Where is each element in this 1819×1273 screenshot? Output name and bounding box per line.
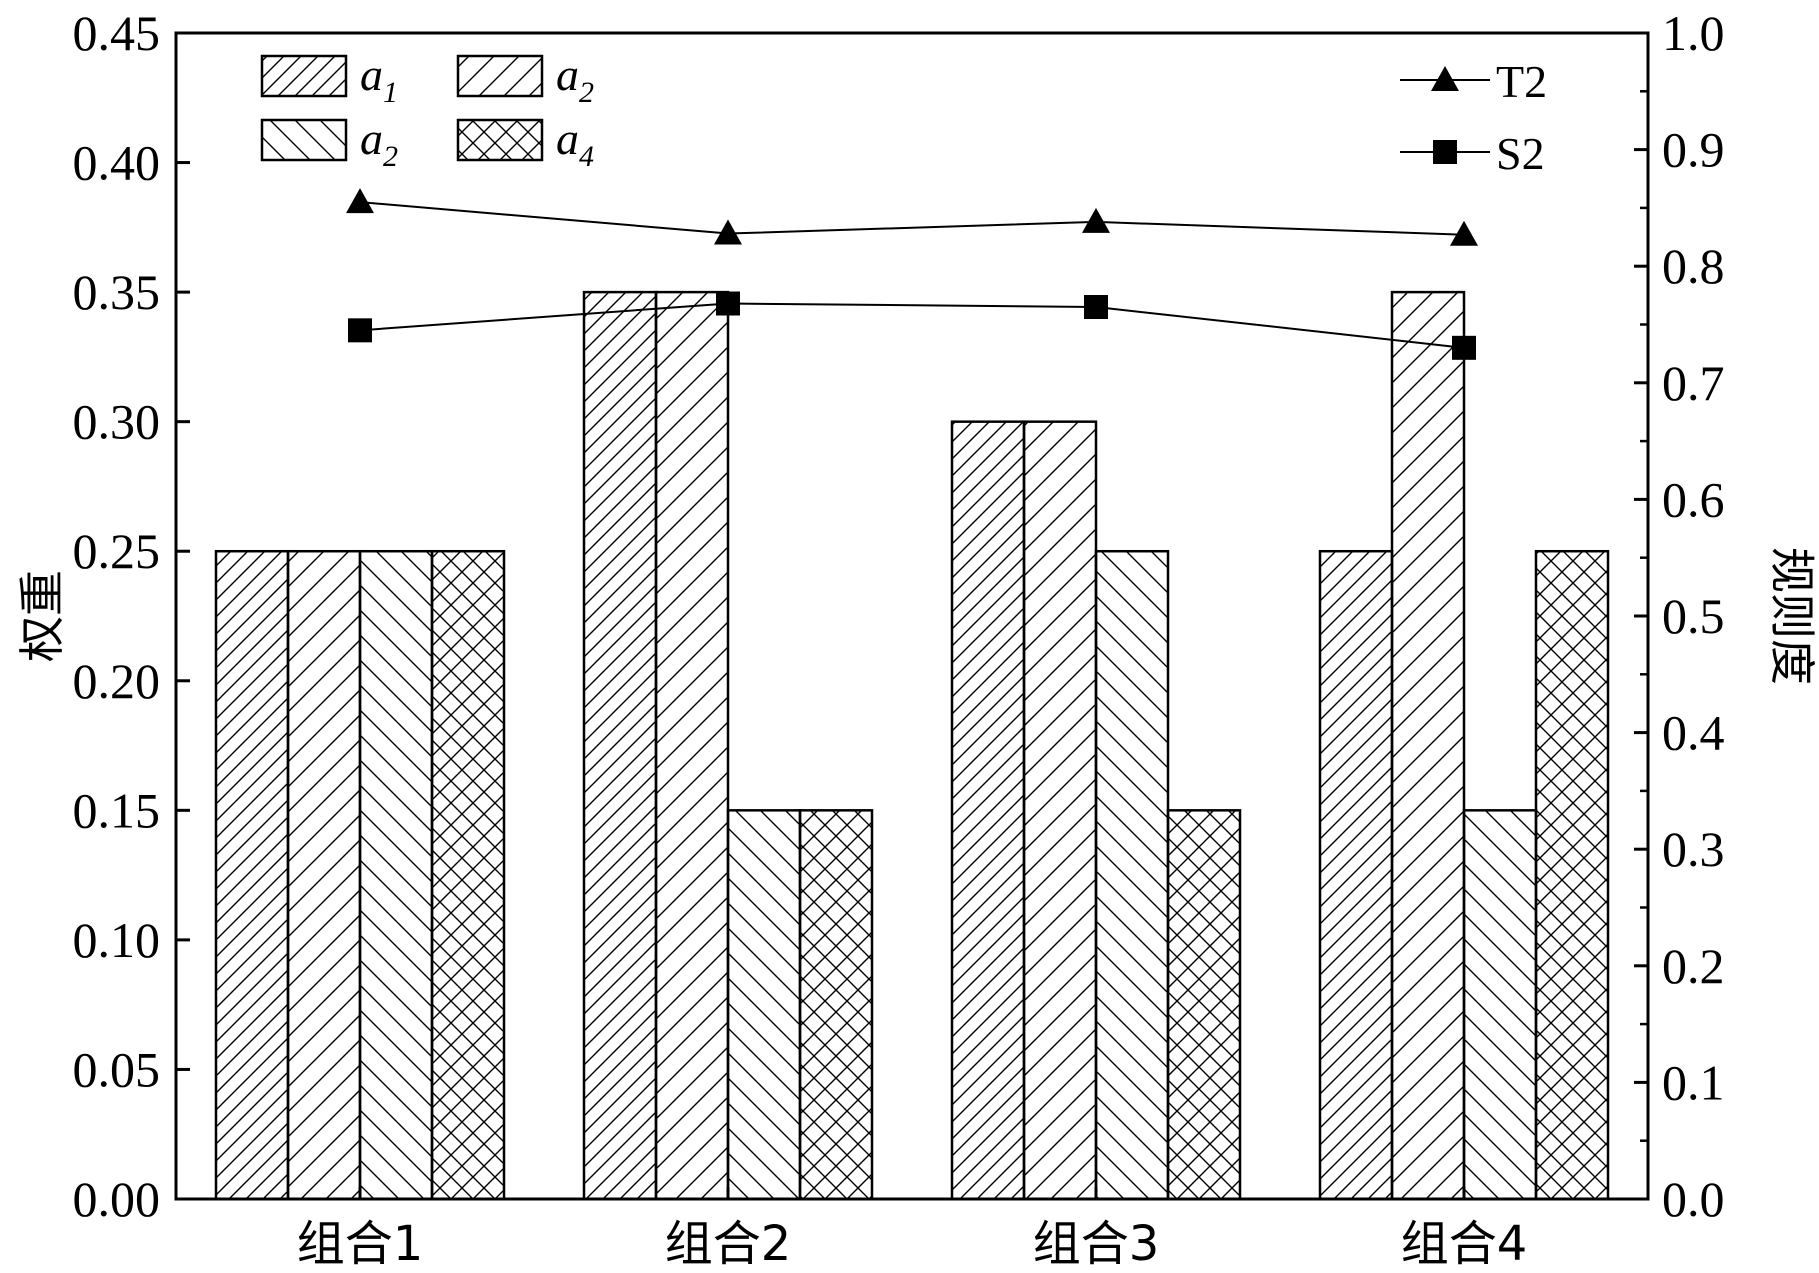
left-axis: 0.00 0.05 0.10 0.15 0.20 0.25 0.30 0.35 0.40 0.45 bbox=[73, 5, 190, 1227]
legend-label-S2: S2 bbox=[1496, 128, 1545, 179]
left-tick-label: 0.40 bbox=[73, 135, 161, 191]
bar-a1-4 bbox=[1318, 549, 1394, 1201]
legend-label-a2: a2 bbox=[360, 113, 398, 173]
legend-swatch-a1 bbox=[260, 54, 348, 98]
bar-a2-4 bbox=[1390, 290, 1466, 1201]
bar-a4-1 bbox=[430, 549, 506, 1201]
legend-label-a1: a1 bbox=[360, 49, 398, 109]
x-axis: 组合1 组合2 组合3 组合4 bbox=[297, 1187, 1528, 1272]
bar-a1-1 bbox=[214, 549, 290, 1201]
right-tick-label: 0.1 bbox=[1662, 1054, 1725, 1110]
right-tick-label: 0.0 bbox=[1662, 1171, 1725, 1227]
right-tick-label: 0.3 bbox=[1662, 821, 1725, 877]
right-axis: 0.0 0.1 0.2 0.3 0.4 0.5 0.6 0.7 0.8 0.9 1.0 bbox=[1634, 5, 1725, 1227]
right-tick-label: 0.7 bbox=[1662, 355, 1725, 411]
bar-a2-2 bbox=[654, 290, 730, 1201]
right-tick-label: 0.2 bbox=[1662, 938, 1725, 994]
left-tick-label: 0.00 bbox=[73, 1171, 161, 1227]
marker-T2-1 bbox=[346, 188, 374, 214]
bar-a4-3 bbox=[1166, 809, 1242, 1201]
bar-a4-4 bbox=[1534, 549, 1610, 1201]
legend-swatch-a2 bbox=[260, 118, 348, 162]
left-tick-label: 0.15 bbox=[73, 782, 161, 838]
left-tick-label: 0.05 bbox=[73, 1041, 161, 1097]
bar-a2-3 bbox=[1022, 420, 1098, 1201]
right-tick-label: 0.6 bbox=[1662, 471, 1725, 527]
right-tick-label: 0.8 bbox=[1662, 238, 1725, 294]
marker-S2-1 bbox=[348, 318, 372, 343]
left-tick-label: 0.25 bbox=[73, 523, 161, 579]
legend-label-a2: a2 bbox=[556, 49, 594, 109]
x-tick-label: 组合2 bbox=[665, 1216, 792, 1272]
marker-T2-2 bbox=[714, 219, 742, 245]
bar-a2-1 bbox=[358, 549, 434, 1201]
line-T2 bbox=[359, 201, 1465, 236]
x-tick-label: 组合4 bbox=[1401, 1216, 1528, 1272]
bar-group bbox=[214, 290, 1610, 1201]
bar-a2-4 bbox=[1462, 809, 1538, 1201]
legend-subscript: 1 bbox=[383, 76, 398, 109]
bar-a4-2 bbox=[798, 809, 874, 1201]
bar-a2-3 bbox=[1094, 549, 1170, 1201]
marker-T2-3 bbox=[1082, 207, 1110, 233]
right-tick-label: 1.0 bbox=[1662, 5, 1725, 61]
x-tick-label: 组合1 bbox=[297, 1216, 424, 1272]
bar-a2-1 bbox=[286, 549, 362, 1201]
bar-a1-3 bbox=[950, 420, 1026, 1201]
legend-marker-T2 bbox=[1431, 66, 1459, 91]
y-axis-right-title: 规则度 bbox=[1765, 547, 1819, 685]
legend-marker-S2 bbox=[1433, 140, 1457, 164]
legend-subscript: 4 bbox=[579, 140, 594, 173]
legend-swatch-a4 bbox=[456, 118, 544, 162]
left-tick-label: 0.30 bbox=[73, 394, 161, 450]
marker-T2-4 bbox=[1450, 220, 1478, 246]
left-tick-label: 0.45 bbox=[73, 5, 161, 61]
marker-S2-3 bbox=[1084, 295, 1108, 320]
line-S2 bbox=[359, 302, 1465, 349]
y-axis-title: 权重 bbox=[15, 570, 69, 662]
legend-swatch-a2 bbox=[456, 54, 544, 98]
right-tick-label: 0.9 bbox=[1662, 122, 1725, 178]
right-tick-label: 0.5 bbox=[1662, 588, 1725, 644]
left-tick-label: 0.35 bbox=[73, 264, 161, 320]
bar-a1-2 bbox=[582, 290, 658, 1201]
right-tick-label: 0.4 bbox=[1662, 705, 1725, 761]
legend-label-a4: a4 bbox=[556, 113, 594, 173]
bar-a2-2 bbox=[726, 809, 802, 1201]
legend-subscript: 2 bbox=[383, 140, 398, 173]
line-group bbox=[346, 188, 1478, 360]
marker-S2-4 bbox=[1452, 335, 1476, 360]
left-tick-label: 0.10 bbox=[73, 912, 161, 968]
left-tick-label: 0.20 bbox=[73, 653, 161, 709]
legend-subscript: 2 bbox=[579, 76, 594, 109]
marker-S2-2 bbox=[716, 291, 740, 316]
x-tick-label: 组合3 bbox=[1033, 1216, 1160, 1272]
legend-label-T2: T2 bbox=[1496, 56, 1547, 107]
